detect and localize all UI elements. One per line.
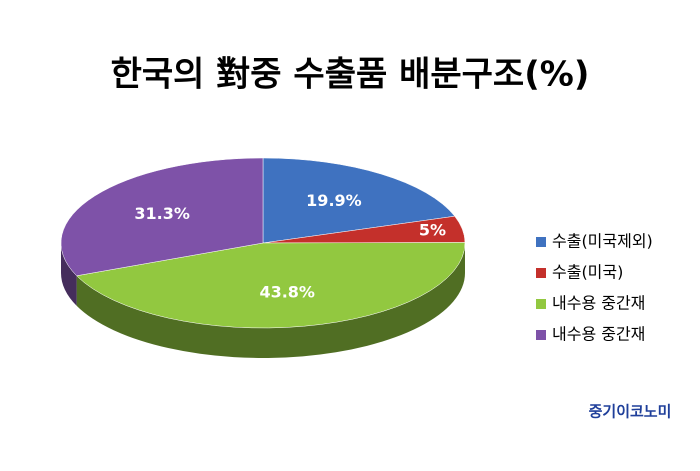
data-label: 43.8% [259,282,315,301]
chart-title: 한국의 對중 수출품 배분구조(%) [111,55,590,95]
data-label: 31.3% [134,204,190,223]
legend-swatch [536,299,546,309]
slice [60,157,264,277]
legend-swatch [536,330,546,340]
data-label: 5% [419,221,446,240]
slice [262,157,456,244]
credit: 중기이코노미 [589,403,672,421]
slice [76,242,466,329]
legend-swatch [536,268,546,278]
legend-label: 수출(미국) [552,263,623,282]
legend-swatch [536,237,546,247]
legend-label: 내수용 중간재 [552,294,645,313]
slice-side [76,243,465,359]
data-label: 19.9% [306,191,362,210]
legend-label: 내수용 중간재 [552,325,645,344]
slice-side [61,243,77,306]
legend-label: 수출(미국제외) [552,232,653,251]
